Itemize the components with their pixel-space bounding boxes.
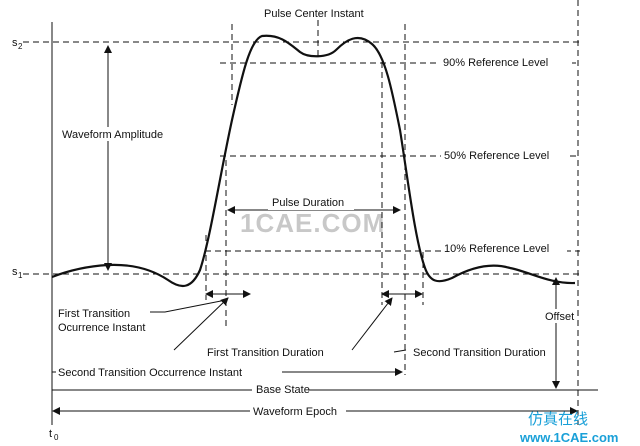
base-state-label-bg	[252, 383, 308, 397]
s1-subscript: 1	[18, 271, 23, 280]
pulse-center-instant-label: Pulse Center Instant	[264, 8, 364, 20]
ref-10-label: 10% Reference Level	[444, 243, 549, 255]
ref-10-label-bg	[441, 242, 567, 256]
first-transition-duration-label: First Transition Duration	[207, 347, 324, 359]
amplitude-label-bg	[58, 127, 168, 141]
first-transition-occurrence-label-1: First Transition	[58, 308, 130, 320]
brand-cn-text: 仿真在线	[528, 410, 588, 428]
leader-lines	[150, 297, 407, 353]
waveform-amplitude-label: Waveform Amplitude	[62, 129, 163, 141]
second-duration-leader	[393, 349, 407, 353]
offset-label: Offset	[545, 311, 574, 323]
first-transition-occurrence-label-2: Ocurrence Instant	[58, 322, 145, 334]
s1-label: s	[12, 266, 18, 278]
s2-label: s	[12, 37, 18, 49]
watermark-text: 1CAE.COM	[240, 208, 385, 238]
ref-50-label: 50% Reference Level	[444, 150, 549, 162]
base-state-label: Base State	[256, 384, 310, 396]
ref-90-label: 90% Reference Level	[443, 57, 548, 69]
pulse-duration-label: Pulse Duration	[272, 197, 344, 209]
ref-90-label-bg	[440, 55, 572, 69]
t0-label: t	[49, 428, 52, 440]
offset-label-bg	[543, 309, 577, 323]
t0-subscript: 0	[54, 433, 59, 442]
second-occurrence-label-bg	[56, 365, 282, 379]
ref-50-label-bg	[441, 148, 569, 162]
second-transition-duration-label: Second Transition Duration	[413, 347, 546, 359]
pulse-waveform	[51, 34, 576, 288]
waveform-epoch-label: Waveform Epoch	[253, 406, 337, 418]
first-occurrence-leader	[150, 299, 227, 313]
epoch-label-bg	[250, 404, 346, 418]
first-duration-leader	[173, 297, 229, 351]
brand-url-text: www.1CAE.com	[519, 430, 618, 445]
pulse-duration-label-bg	[268, 196, 354, 210]
second-transition-occurrence-label: Second Transition Occurrence Instant	[58, 367, 242, 379]
second-duration-leader-2	[351, 297, 393, 351]
s2-subscript: 2	[18, 42, 23, 51]
